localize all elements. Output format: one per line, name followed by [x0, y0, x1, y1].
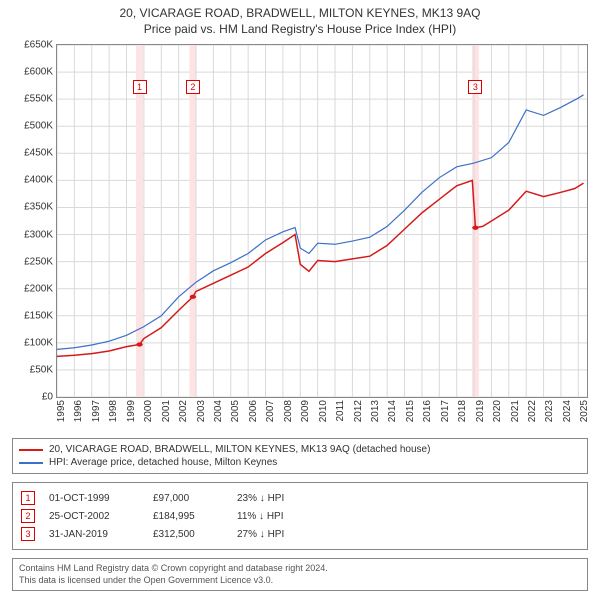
sale-price: £312,500 [153, 529, 223, 540]
chart-sale-marker: 1 [133, 80, 147, 94]
y-tick-label: £350K [24, 202, 53, 213]
legend-swatch-icon [19, 449, 43, 451]
x-tick-label: 2015 [405, 400, 416, 422]
y-tick-label: £500K [24, 121, 53, 132]
sale-delta: 23% ↓ HPI [237, 493, 284, 504]
chart-outer: £0£50K£100K£150K£200K£250K£300K£350K£400… [56, 44, 588, 430]
x-tick-label: 2001 [161, 400, 172, 422]
y-tick-label: £300K [24, 229, 53, 240]
chart-sale-marker: 2 [186, 80, 200, 94]
y-tick-label: £550K [24, 94, 53, 105]
x-tick-label: 2013 [370, 400, 381, 422]
x-tick-label: 2023 [544, 400, 555, 422]
x-tick-label: 1999 [126, 400, 137, 422]
sale-marker-icon: 2 [21, 509, 35, 523]
x-tick-label: 2000 [143, 400, 154, 422]
x-tick-label: 1997 [91, 400, 102, 422]
sale-price: £97,000 [153, 493, 223, 504]
x-tick-label: 1995 [56, 400, 67, 422]
x-tick-label: 2020 [492, 400, 503, 422]
y-tick-label: £50K [30, 364, 53, 375]
sale-price: £184,995 [153, 511, 223, 522]
x-tick-label: 2002 [178, 400, 189, 422]
x-tick-label: 2008 [283, 400, 294, 422]
x-tick-label: 2009 [300, 400, 311, 422]
sale-row: 1 01-OCT-1999 £97,000 23% ↓ HPI [21, 489, 579, 507]
chart-svg [57, 45, 587, 397]
legend-item: HPI: Average price, detached house, Milt… [19, 456, 581, 469]
x-tick-label: 2018 [457, 400, 468, 422]
y-tick-label: £400K [24, 175, 53, 186]
y-tick-label: £250K [24, 256, 53, 267]
sale-delta: 27% ↓ HPI [237, 529, 284, 540]
sale-date: 31-JAN-2019 [49, 529, 139, 540]
y-tick-label: £600K [24, 67, 53, 78]
y-axis-labels: £0£50K£100K£150K£200K£250K£300K£350K£400… [13, 45, 55, 397]
y-tick-label: £200K [24, 283, 53, 294]
x-tick-label: 2014 [387, 400, 398, 422]
sale-row: 3 31-JAN-2019 £312,500 27% ↓ HPI [21, 525, 579, 543]
chart-plot-area: £0£50K£100K£150K£200K£250K£300K£350K£400… [56, 44, 588, 398]
y-tick-label: £650K [24, 40, 53, 51]
footer-line: Contains HM Land Registry data © Crown c… [19, 563, 581, 575]
legend-swatch-icon [19, 462, 43, 464]
x-tick-label: 2017 [440, 400, 451, 422]
x-tick-label: 2005 [230, 400, 241, 422]
chart-sale-marker: 3 [468, 80, 482, 94]
x-tick-label: 2003 [196, 400, 207, 422]
x-tick-label: 2011 [335, 400, 346, 422]
y-tick-label: £150K [24, 310, 53, 321]
y-tick-label: £450K [24, 148, 53, 159]
chart-subtitle: Price paid vs. HM Land Registry's House … [12, 22, 588, 36]
x-tick-label: 2024 [562, 400, 573, 422]
legend-label: 20, VICARAGE ROAD, BRADWELL, MILTON KEYN… [49, 444, 430, 455]
x-tick-label: 2016 [422, 400, 433, 422]
x-tick-label: 1996 [73, 400, 84, 422]
x-tick-label: 2004 [213, 400, 224, 422]
x-tick-label: 2021 [510, 400, 521, 422]
y-tick-label: £0 [42, 392, 53, 403]
page-container: 20, VICARAGE ROAD, BRADWELL, MILTON KEYN… [0, 0, 600, 590]
legend: 20, VICARAGE ROAD, BRADWELL, MILTON KEYN… [12, 438, 588, 474]
x-tick-label: 2022 [527, 400, 538, 422]
x-tick-label: 2019 [475, 400, 486, 422]
x-tick-label: 2012 [353, 400, 364, 422]
chart-title: 20, VICARAGE ROAD, BRADWELL, MILTON KEYN… [12, 6, 588, 20]
sales-table: 1 01-OCT-1999 £97,000 23% ↓ HPI 2 25-OCT-2002… [12, 482, 588, 550]
x-tick-label: 2025 [579, 400, 590, 422]
x-tick-label: 2006 [248, 400, 259, 422]
y-tick-label: £100K [24, 337, 53, 348]
legend-item: 20, VICARAGE ROAD, BRADWELL, MILTON KEYN… [19, 443, 581, 456]
x-tick-label: 1998 [108, 400, 119, 422]
sale-delta: 11% ↓ HPI [237, 511, 284, 522]
sale-marker-icon: 1 [21, 491, 35, 505]
sale-marker-icon: 3 [21, 527, 35, 541]
x-axis-labels: 1995 1996 1997 1998 1999 2000 2001 2002 2003 2004… [56, 400, 588, 430]
x-tick-label: 2007 [265, 400, 276, 422]
chart-canvas [57, 45, 587, 397]
footer-line: This data is licensed under the Open Gov… [19, 575, 581, 587]
legend-label: HPI: Average price, detached house, Milt… [49, 457, 277, 468]
x-tick-label: 2010 [318, 400, 329, 422]
sale-date: 01-OCT-1999 [49, 493, 139, 504]
sale-date: 25-OCT-2002 [49, 511, 139, 522]
footer-attribution: Contains HM Land Registry data © Crown c… [12, 558, 588, 591]
sale-row: 2 25-OCT-2002 £184,995 11% ↓ HPI [21, 507, 579, 525]
